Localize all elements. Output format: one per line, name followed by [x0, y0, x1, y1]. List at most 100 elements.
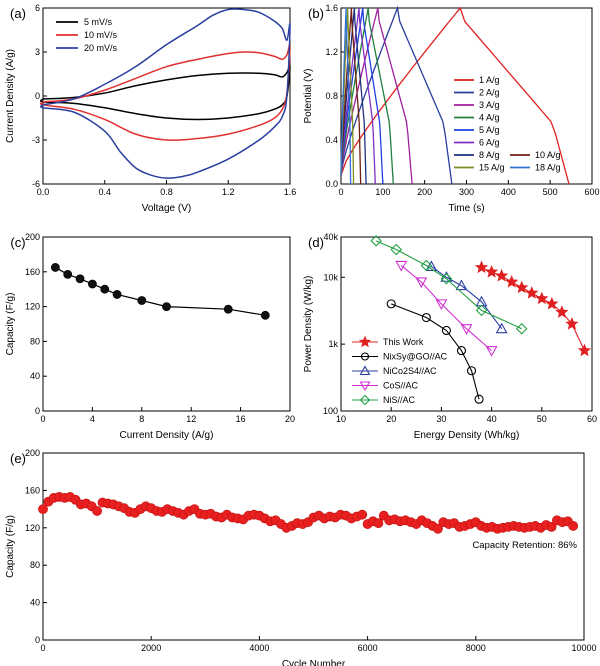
- legend-label: NixSy@GO//AC: [383, 352, 448, 362]
- ragone-point: [474, 260, 489, 274]
- x-tick-label: 20: [386, 414, 396, 424]
- ragone-point: [555, 305, 569, 318]
- y-tick-label: 200: [25, 448, 40, 458]
- ragone-point: [466, 366, 477, 376]
- x-tick-label: 0: [338, 187, 343, 197]
- panel-4: 10 20 30 40 50 60 100 1k 10k 40k Energy Density (W…: [303, 232, 597, 441]
- x-tick-label: 0.4: [98, 187, 111, 197]
- ragone-point: [425, 260, 438, 272]
- x-tick-label: 100: [375, 187, 390, 197]
- y-tick-label: 1k: [328, 339, 338, 349]
- x-tick-label: 12: [186, 414, 196, 424]
- panel-label: (c): [10, 235, 25, 250]
- y-tick-label: 6: [35, 3, 40, 13]
- ragone-point: [395, 260, 408, 272]
- ragone-point: [535, 291, 549, 305]
- y-axis-label: Capacity (F/g): [5, 515, 16, 578]
- annotation: Capacity Retention: 86%: [472, 540, 577, 551]
- panel-1: 0.0 0.4 0.8 1.2 1.6 -6 -3 0 3 6 Voltage (V) Current…: [5, 3, 296, 214]
- legend: This Work NixSy@GO//AC NiCo2S4//AC CoS//AC N…: [352, 335, 448, 406]
- gcd-curve-6: [340, 7, 376, 185]
- legend-marker: [360, 352, 370, 361]
- ragone-point: [420, 259, 433, 272]
- x-tick-label: 600: [584, 187, 599, 197]
- gcd-curve-2: [340, 5, 453, 185]
- x-axis-label: Energy Density (Wh/kg): [414, 430, 520, 441]
- legend-label: 15 A/g: [479, 163, 505, 173]
- x-tick-label: 400: [501, 187, 516, 197]
- x-tick-label: 60: [587, 414, 597, 424]
- cycle-point: [92, 506, 102, 516]
- x-tick-label: 4: [90, 414, 95, 424]
- gcd-curve-5: [340, 7, 384, 185]
- gcd-curve-10: [340, 7, 352, 185]
- capacity-point: [50, 263, 60, 272]
- y-axis-label: Capacity (F/g): [5, 293, 16, 356]
- capacity-point: [63, 270, 73, 279]
- y-tick-label: 200: [25, 232, 40, 242]
- x-tick-label: 8: [139, 414, 144, 424]
- x-tick-label: 10: [336, 414, 346, 424]
- y-axis-label: Potential (V): [303, 68, 314, 123]
- capacity-point: [112, 290, 122, 299]
- ragone-point: [475, 304, 488, 317]
- x-tick-label: 40: [487, 414, 497, 424]
- gcd-curve-1: [340, 6, 570, 185]
- panel-label: (e): [10, 451, 26, 466]
- ragone-point: [440, 272, 453, 285]
- y-tick-label: 0: [35, 635, 40, 645]
- legend-label: CoS//AC: [383, 381, 419, 391]
- ragone-point: [421, 312, 431, 323]
- gcd-curve-3: [340, 7, 413, 185]
- x-tick-label: 500: [543, 187, 558, 197]
- ragone-point: [495, 268, 509, 282]
- ragone-point: [441, 325, 451, 336]
- x-tick-label: 6000: [358, 643, 378, 653]
- ragone-point: [370, 235, 382, 247]
- panel-label: (d): [308, 235, 324, 250]
- legend-marker: [358, 335, 372, 348]
- legend: 1 A/g 2 A/g 3 A/g 4 A/g 5 A/g 6 A/g 8 A/g 10 A/…: [454, 75, 561, 173]
- panel-2: 0 100 200 300 400 500 600 0.0 0.4 0.8 1.2 1.6 Time (…: [303, 3, 600, 214]
- capacity-point: [88, 279, 97, 289]
- cycle-point: [568, 521, 579, 531]
- ragone-point: [455, 279, 468, 291]
- ragone-line-5: [375, 240, 522, 330]
- y-tick-label: 120: [25, 302, 40, 312]
- ragone-line-3: [431, 266, 503, 330]
- legend-label: 20 mV/s: [84, 43, 118, 53]
- plot-frame: [340, 236, 593, 412]
- legend-label: 1 A/g: [479, 75, 500, 85]
- y-tick-label: -3: [32, 135, 40, 145]
- cycle-point: [546, 521, 557, 532]
- legend-label: NiS//AC: [383, 395, 416, 405]
- y-tick-label: 0.8: [325, 91, 338, 101]
- plot-frame: [42, 452, 585, 641]
- capacity-point: [100, 284, 110, 294]
- cv-curve-3: [39, 8, 291, 179]
- panel-label: (a): [10, 6, 26, 21]
- x-tick-label: 0: [40, 643, 45, 653]
- x-axis-label: Current Density (A/g): [120, 430, 214, 441]
- legend-marker: [359, 394, 371, 406]
- ragone-point: [460, 324, 473, 335]
- x-tick-label: 4000: [249, 643, 269, 653]
- legend-marker: [359, 381, 371, 392]
- x-tick-label: 300: [459, 187, 474, 197]
- y-tick-label: 3: [35, 47, 40, 57]
- y-tick-label: 120: [25, 523, 40, 533]
- ragone-point: [577, 343, 592, 357]
- x-axis-label: Voltage (V): [142, 203, 191, 214]
- x-tick-label: 1.6: [284, 187, 297, 197]
- ragone-point: [474, 394, 484, 404]
- cycle-point: [373, 518, 384, 529]
- y-axis-label: Current Density (A/g): [5, 49, 16, 143]
- x-tick-label: 0.0: [37, 187, 50, 197]
- y-tick-label: 10k: [323, 272, 338, 282]
- capacity-point: [260, 310, 270, 320]
- ragone-line-4: [400, 265, 492, 352]
- capacity-point: [223, 304, 233, 314]
- ragone-point: [485, 346, 498, 357]
- legend-label: 8 A/g: [479, 150, 500, 160]
